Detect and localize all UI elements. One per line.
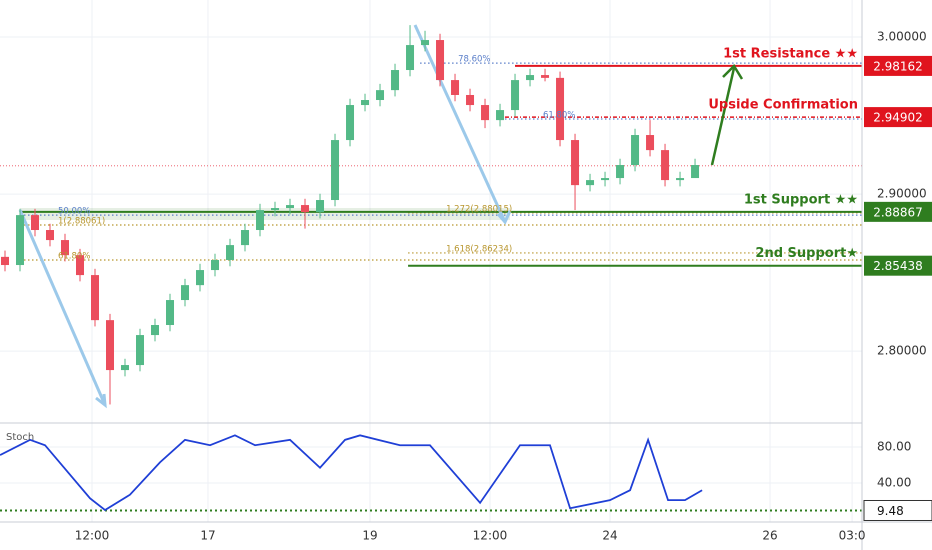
drawing-arrowhead (496, 210, 512, 225)
candle-body (106, 320, 115, 371)
candle-body (30, 215, 39, 231)
candle-body (211, 260, 220, 271)
candle-body (646, 135, 655, 151)
candle-body (76, 255, 85, 276)
fib-label: 50.00% (58, 207, 90, 217)
fib-label: 61.80% (543, 111, 575, 121)
candle-body (121, 365, 130, 371)
candle-body (256, 210, 265, 231)
level-layer (0, 62, 862, 512)
candle-body (45, 230, 54, 241)
candle-body (376, 90, 385, 101)
candle-body (346, 105, 355, 141)
drawing-leg (413, 24, 507, 223)
overlay-layer: 2.80000 2.90000 3.00000 12:00 17 19 12:00 24 26 0… (58, 30, 932, 543)
candle-body (541, 75, 550, 78)
candle-body (691, 165, 700, 179)
x-tick-label: 03:0 (839, 529, 866, 543)
candle-body (196, 270, 205, 286)
y-tick-label: 40.00 (877, 476, 911, 490)
level-label-box (864, 107, 932, 128)
level-label-box (864, 201, 932, 222)
candle-body (661, 150, 670, 181)
y-tick-label: 80.00 (877, 440, 911, 454)
level-label: 2.98162 (873, 59, 923, 73)
candle-body (0, 256, 9, 266)
candle-body (511, 80, 520, 111)
candle-body (271, 208, 280, 211)
candle-body (556, 77, 565, 141)
candle-body (15, 215, 24, 266)
x-tick-label: 19 (362, 529, 377, 543)
stoch-line (0, 434, 703, 512)
fib-label: 1(2.88061) (58, 216, 105, 226)
candle-body (136, 335, 145, 366)
candle-body (451, 80, 460, 95)
grid-layer (0, 0, 862, 522)
candle-body (616, 165, 625, 179)
candle-body (601, 178, 610, 181)
candle-body (586, 180, 595, 186)
x-tick-label: 26 (762, 529, 777, 543)
level-label: 2.88867 (873, 205, 923, 219)
x-tick-label: 12:00 (473, 529, 508, 543)
x-tick-label: 12:00 (75, 529, 110, 543)
upside-arrowhead (722, 63, 744, 80)
candle-body (166, 300, 175, 326)
candle-body (316, 200, 325, 213)
candle-body (466, 94, 475, 106)
candle-body (676, 178, 685, 181)
level-name: 1st Resistance ★★ (723, 46, 858, 61)
candle-body (181, 285, 190, 301)
y-tick-label: 2.90000 (877, 187, 927, 201)
x-tick-label: 24 (602, 529, 617, 543)
candle-body (481, 105, 490, 121)
fib-label: 1.272(2.88015) (446, 204, 512, 214)
candle-body (571, 140, 580, 186)
level-label-box (864, 255, 932, 276)
fib-label: 61.80% (58, 252, 90, 262)
fib-label: 1.618(2.86234) (446, 244, 512, 254)
drawing-leg (18, 209, 107, 406)
candle-body (361, 100, 370, 106)
level-label-box (863, 499, 932, 521)
drawing-arrowhead (95, 393, 107, 409)
fib-label: 78.60% (458, 55, 490, 65)
candle-body (406, 45, 415, 71)
candle-body (436, 40, 445, 81)
y-tick-label: 3.00000 (877, 30, 927, 44)
candle-body (421, 40, 430, 46)
stoch-title: Stoch (6, 432, 34, 443)
level-label-box (864, 55, 932, 76)
level-name: Upside Confirmation (708, 98, 858, 113)
y-tick-label: 2.80000 (877, 344, 927, 358)
candle-layer (0, 25, 703, 512)
candle-body (91, 275, 100, 321)
candle-body (226, 245, 235, 261)
candle-body (526, 75, 535, 81)
level-name: 2nd Support★ (755, 246, 858, 261)
candle-body (391, 70, 400, 91)
candle-body (331, 140, 340, 201)
candle-body (60, 240, 69, 256)
level-name: 1st Support ★★ (744, 192, 858, 207)
level-label: 9.48 (877, 504, 904, 518)
x-tick-label: 17 (200, 529, 215, 543)
candle-body (151, 325, 160, 336)
candle-body (301, 205, 310, 213)
level-label: 2.94902 (873, 111, 923, 125)
candle-body (241, 230, 250, 246)
candle-body (496, 110, 505, 121)
upside-arrow (710, 67, 736, 166)
level-label: 2.85438 (873, 259, 923, 273)
candle-body (631, 135, 640, 166)
candle-body (286, 205, 295, 209)
